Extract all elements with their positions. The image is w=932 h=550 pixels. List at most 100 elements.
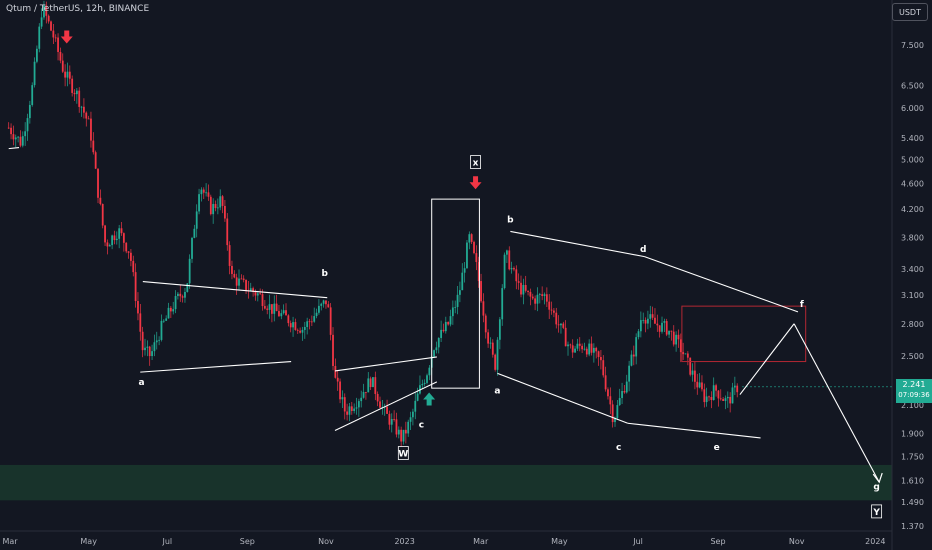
candle-body [28,104,31,119]
candle-body [33,61,36,86]
candle-body [733,385,736,388]
candle-body [7,127,10,129]
candle-body [611,404,614,423]
y-tick-label: 7.500 [901,41,924,50]
candle-body [148,346,151,357]
candle-body [261,294,264,307]
candle-body [538,294,541,295]
candle-body [339,381,341,400]
candle-body [665,321,668,335]
trend-line-10 [739,323,795,395]
candle-body [675,334,678,345]
candle-body [656,323,659,326]
candle-body [444,321,447,332]
candle-body [59,51,62,61]
y-tick-label: 2.100 [901,401,924,410]
y-tick-label: 5.000 [901,156,924,165]
wave-label-box [871,504,883,519]
candle-body [524,284,527,291]
candle-body [522,284,525,295]
candle-body [489,342,492,344]
candle-body [661,322,663,332]
trend-line-3 [142,281,328,299]
candle-body [461,272,464,291]
candle-body [708,396,710,398]
candle-body [715,385,717,391]
wave-label: f [800,300,804,310]
candle-body [703,389,706,403]
candle-body [221,196,224,206]
x-tick-label: May [551,537,568,546]
candle-body [108,245,111,247]
candle-body [649,314,652,319]
candle-body [266,308,269,310]
y-tick-label: 3.800 [901,233,924,242]
candle-body [609,396,612,405]
candle-body [719,398,722,400]
x-tick-label: Jul [632,537,643,546]
wave-label-box [397,446,409,460]
candle-body [106,242,109,247]
candle-body [214,203,217,209]
candle-body [155,340,158,343]
y-tick-label: 2.500 [901,352,924,361]
candle-body [635,337,638,357]
candle-body [245,279,247,291]
candle-body [179,293,182,297]
candle-body [543,294,546,296]
candle-body [162,320,165,322]
candle-body [75,90,78,95]
candle-body [550,309,553,311]
candle-body [637,331,640,338]
candle-body [597,351,600,358]
candle-body [268,304,271,310]
candle-body [557,324,560,326]
candle-body [531,296,534,299]
candle-body [393,418,396,420]
y-tick-label: 1.750 [901,453,924,462]
candle-body [181,296,184,298]
candle-body [459,290,461,295]
candle-body [705,396,708,403]
candle-body [231,265,233,274]
candle-body [322,300,325,304]
pattern-box-2 [681,305,807,363]
candle-body [576,343,579,349]
trend-line-2 [140,360,292,373]
candle-body [14,137,17,140]
candle-body [144,347,146,351]
trend-line-5 [334,356,437,372]
candle-body [139,313,142,332]
candle-body [97,168,99,198]
last-price-tag: 2.241 07:09:36 [896,379,932,403]
candle-body [590,343,593,353]
candle-body [289,323,292,328]
candle-body [729,396,732,404]
candle-body [491,342,494,355]
wave-label: W [398,450,408,460]
candle-body [40,17,43,27]
candle-body [689,357,692,375]
candle-body [111,235,114,246]
candle-body [722,399,725,401]
candle-body [357,401,360,408]
candle-body [165,318,168,321]
candle-body [682,352,685,355]
candle-body [207,192,210,197]
candle-body [205,192,208,194]
candle-body [423,382,426,384]
candle-body [310,321,313,323]
candle-body [527,290,529,292]
y-tick-label: 6.500 [901,81,924,90]
candle-body [473,241,475,254]
candle-body [146,346,149,348]
candle-body [456,294,459,308]
candle-body [628,365,631,382]
candle-body [68,71,71,79]
candle-body [520,282,522,295]
candle-body [696,381,699,388]
currency-button[interactable]: USDT [892,3,928,21]
candle-body [668,330,670,335]
x-tick-label: Jul [162,537,173,546]
